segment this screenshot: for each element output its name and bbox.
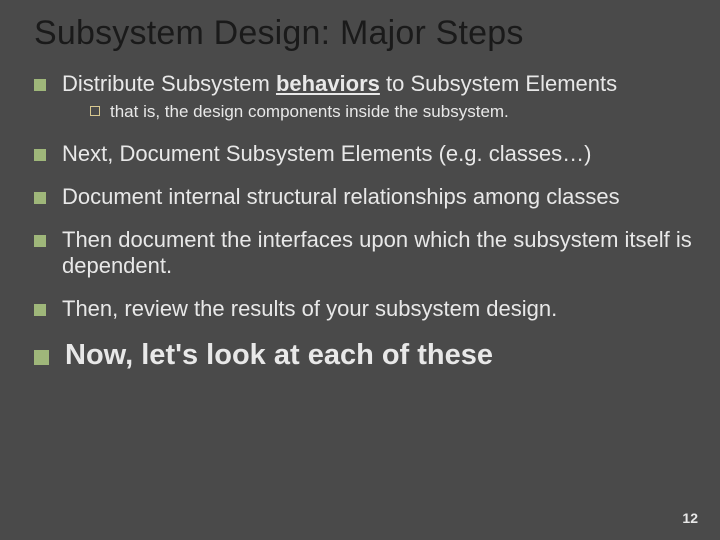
text-segment: Next, Document Subsystem Elements (e.g. … — [62, 141, 591, 166]
bullet-square-icon — [34, 235, 46, 247]
bullet-item: Next, Document Subsystem Elements (e.g. … — [34, 141, 692, 166]
sub-list: that is, the design components inside th… — [62, 102, 617, 122]
bullet-content: Document internal structural relationshi… — [62, 184, 620, 209]
bullet-content: Then, review the results of your subsyst… — [62, 296, 557, 321]
bullet-square-icon — [34, 350, 49, 365]
text-segment: Then, review the results of your subsyst… — [62, 296, 557, 321]
bullet-text: Then, review the results of your subsyst… — [62, 296, 557, 321]
sub-text: that is, the design components inside th… — [110, 102, 509, 122]
bullet-item: Now, let's look at each of these — [34, 339, 692, 372]
text-segment: Then document the interfaces upon which … — [62, 227, 692, 277]
text-segment: Now, let's look at each of these — [65, 339, 493, 371]
slide: Subsystem Design: Major Steps Distribute… — [0, 0, 720, 540]
bullet-square-icon — [34, 192, 46, 204]
bullet-text: Distribute Subsystem behaviors to Subsys… — [62, 71, 617, 96]
bullet-item: Distribute Subsystem behaviors to Subsys… — [34, 71, 692, 123]
slide-title: Subsystem Design: Major Steps — [34, 14, 692, 53]
bullet-square-icon — [34, 79, 46, 91]
bullet-square-icon — [34, 304, 46, 316]
bullet-item: Document internal structural relationshi… — [34, 184, 692, 209]
bullet-text: Now, let's look at each of these — [65, 339, 493, 372]
bullet-list: Distribute Subsystem behaviors to Subsys… — [34, 71, 692, 373]
text-segment: behaviors — [276, 71, 380, 96]
sub-square-icon — [90, 106, 100, 116]
bullet-text: Then document the interfaces upon which … — [62, 227, 692, 278]
text-segment: to Subsystem Elements — [380, 71, 617, 96]
bullet-content: Then document the interfaces upon which … — [62, 227, 692, 278]
bullet-text: Next, Document Subsystem Elements (e.g. … — [62, 141, 591, 166]
bullet-item: Then, review the results of your subsyst… — [34, 296, 692, 321]
bullet-content: Next, Document Subsystem Elements (e.g. … — [62, 141, 591, 166]
bullet-content: Now, let's look at each of these — [65, 339, 493, 372]
page-number: 12 — [682, 510, 698, 526]
bullet-text: Document internal structural relationshi… — [62, 184, 620, 209]
sub-item: that is, the design components inside th… — [90, 102, 617, 122]
text-segment: Distribute Subsystem — [62, 71, 276, 96]
bullet-content: Distribute Subsystem behaviors to Subsys… — [62, 71, 617, 123]
bullet-square-icon — [34, 149, 46, 161]
bullet-item: Then document the interfaces upon which … — [34, 227, 692, 278]
text-segment: Document internal structural relationshi… — [62, 184, 620, 209]
